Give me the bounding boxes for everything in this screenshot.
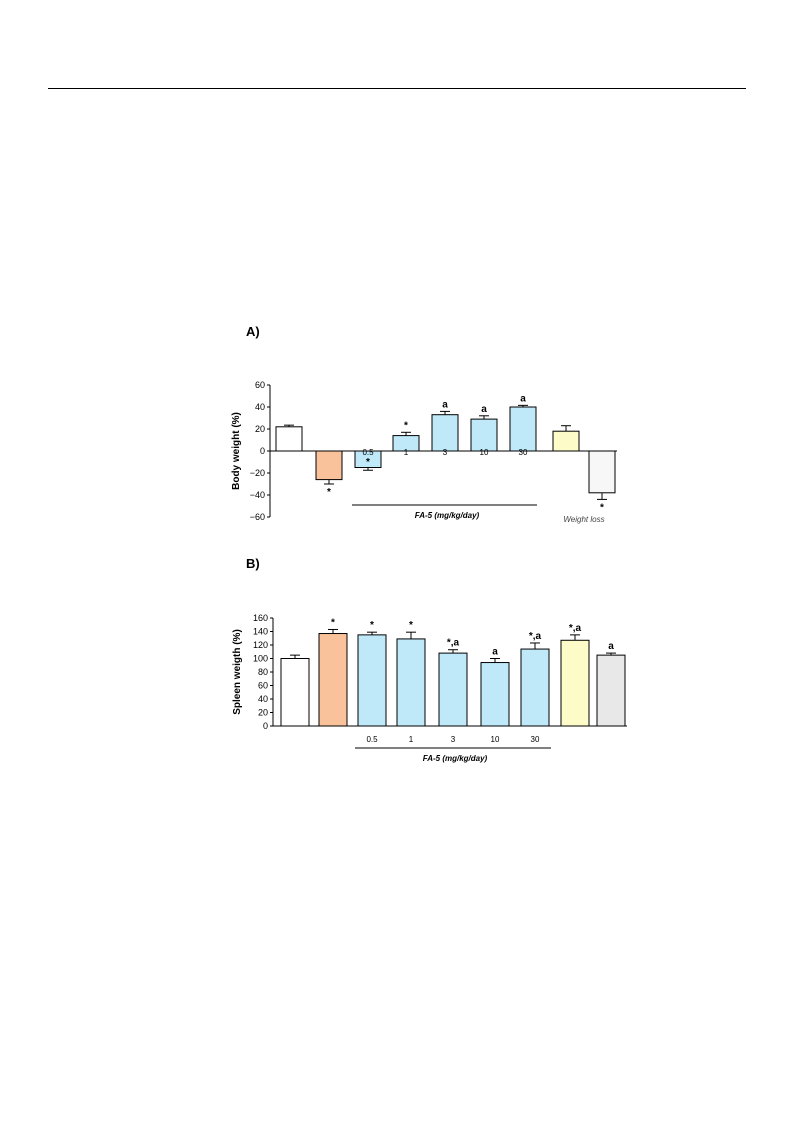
significance-annotation: a <box>492 647 498 658</box>
significance-annotation: * <box>327 487 331 498</box>
y-axis-label: Body weight (%) <box>231 412 242 490</box>
category-label: 10 <box>480 448 489 457</box>
significance-annotation: a <box>442 399 448 410</box>
significance-annotation: * <box>370 620 374 631</box>
panel-a-label: A) <box>246 324 260 339</box>
y-tick-label: 40 <box>255 402 265 412</box>
bar <box>480 662 510 727</box>
significance-annotation: * <box>366 457 370 468</box>
y-tick-label: −40 <box>250 490 265 500</box>
significance-annotation: * <box>331 617 335 628</box>
bar <box>280 658 310 727</box>
significance-annotation: * <box>600 502 604 513</box>
category-label: 3 <box>443 448 448 457</box>
y-tick-label: 20 <box>258 708 268 718</box>
bar <box>520 648 550 727</box>
y-tick-label: 60 <box>255 380 265 390</box>
group-label: FA-5 (mg/kg/day) <box>415 511 480 520</box>
top-rule <box>48 88 746 89</box>
bar <box>275 426 303 452</box>
category-label: 0.5 <box>366 735 378 744</box>
bar <box>357 634 387 727</box>
y-tick-label: 20 <box>255 424 265 434</box>
y-tick-label: 80 <box>258 667 268 677</box>
significance-annotation: a <box>481 404 487 415</box>
y-tick-label: −20 <box>250 468 265 478</box>
y-tick-label: 140 <box>253 627 268 637</box>
significance-annotation: *,a <box>447 638 460 649</box>
bar <box>318 633 348 727</box>
significance-annotation: a <box>520 393 526 404</box>
y-tick-label: 0 <box>263 721 268 731</box>
significance-annotation: *,a <box>569 623 582 634</box>
category-label: 1 <box>404 448 409 457</box>
y-tick-label: 120 <box>253 640 268 650</box>
category-label: 10 <box>491 735 500 744</box>
y-tick-label: 0 <box>260 446 265 456</box>
y-tick-label: 100 <box>253 654 268 664</box>
y-tick-label: −60 <box>250 512 265 522</box>
category-label: 1 <box>409 735 414 744</box>
y-axis-label: Spleen weigth (%) <box>232 629 243 715</box>
y-tick-label: 60 <box>258 681 268 691</box>
y-tick-label: 160 <box>253 613 268 623</box>
weight-loss-label: Weight loss <box>563 515 604 524</box>
group-label: FA-5 (mg/kg/day) <box>423 754 488 763</box>
significance-annotation: *,a <box>529 631 542 642</box>
bar <box>588 450 616 494</box>
category-label: 3 <box>451 735 456 744</box>
bar <box>315 450 343 481</box>
bar <box>396 638 426 727</box>
category-label: 30 <box>519 448 528 457</box>
category-label: 0.5 <box>362 448 374 457</box>
significance-annotation: * <box>409 620 413 631</box>
significance-annotation: * <box>404 420 408 431</box>
bar <box>431 414 459 452</box>
bar <box>438 652 468 727</box>
significance-annotation: a <box>608 641 614 652</box>
category-label: 30 <box>531 735 540 744</box>
y-tick-label: 40 <box>258 694 268 704</box>
bar <box>560 639 590 727</box>
bar <box>596 654 626 727</box>
panel-b-label: B) <box>246 556 260 571</box>
